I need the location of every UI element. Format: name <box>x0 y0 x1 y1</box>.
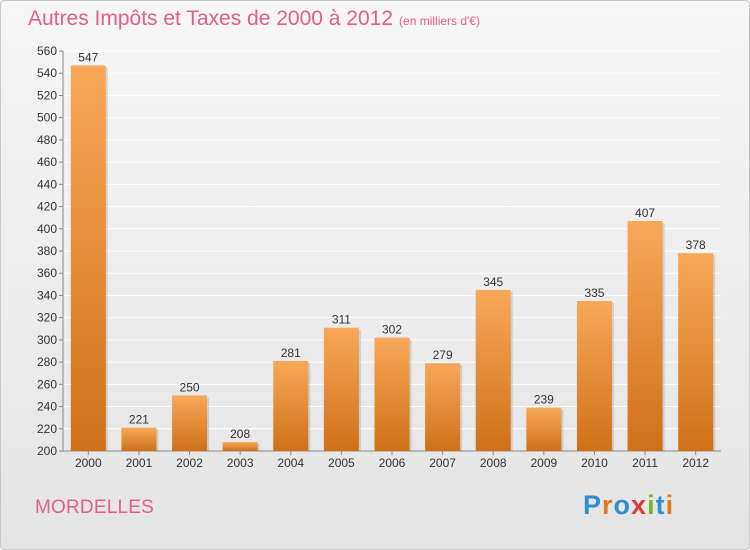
y-tick-label: 420 <box>37 200 57 214</box>
y-tick-label: 400 <box>37 222 57 236</box>
x-tick-label: 2007 <box>429 456 456 470</box>
x-tick-label: 2001 <box>126 456 153 470</box>
bar <box>475 289 511 451</box>
bar <box>273 361 309 451</box>
x-tick-label: 2004 <box>277 456 304 470</box>
logo-letter: P <box>583 490 603 520</box>
proxiti-logo: Proxiti <box>583 490 674 521</box>
x-tick-label: 2010 <box>581 456 608 470</box>
x-tick-label: 2005 <box>328 456 355 470</box>
y-tick-label: 380 <box>37 244 57 258</box>
chart-title-text: Autres Impôts et Taxes de 2000 à 2012 <box>28 7 394 30</box>
y-tick-label: 520 <box>37 88 57 102</box>
bar <box>70 65 106 451</box>
bar-value-label: 335 <box>584 286 604 300</box>
logo-letter: o <box>613 490 632 520</box>
y-tick-label: 540 <box>37 66 57 80</box>
bar-value-label: 221 <box>129 413 149 427</box>
y-tick-label: 320 <box>37 311 57 325</box>
y-tick-label: 500 <box>37 111 57 125</box>
logo-letter: i <box>665 490 675 520</box>
y-tick-label: 240 <box>37 400 57 414</box>
bar <box>121 427 157 451</box>
bar-value-label: 250 <box>180 380 200 394</box>
logo-letter: r <box>602 490 614 520</box>
bar-value-label: 345 <box>483 275 503 289</box>
y-tick-label: 280 <box>37 355 57 369</box>
logo-letter: x <box>631 490 648 520</box>
bar <box>374 337 410 451</box>
y-tick-label: 480 <box>37 133 57 147</box>
bar-value-label: 279 <box>433 348 453 362</box>
y-tick-label: 340 <box>37 288 57 302</box>
x-tick-label: 2012 <box>682 456 709 470</box>
x-tick-label: 2002 <box>176 456 203 470</box>
bar-value-label: 208 <box>230 427 250 441</box>
y-tick-label: 460 <box>37 155 57 169</box>
bar <box>627 221 663 451</box>
bar <box>526 407 562 451</box>
bar-value-label: 302 <box>382 323 402 337</box>
bar-value-label: 311 <box>332 313 351 327</box>
x-tick-label: 2000 <box>75 456 102 470</box>
x-tick-label: 2009 <box>530 456 557 470</box>
bar <box>576 301 612 451</box>
bar-value-label: 239 <box>534 393 554 407</box>
bar <box>678 253 714 451</box>
bar-value-label: 281 <box>281 346 301 360</box>
y-tick-label: 220 <box>37 422 57 436</box>
x-tick-label: 2011 <box>632 456 658 470</box>
commune-name: MORDELLES <box>35 497 155 518</box>
y-tick-label: 200 <box>37 444 57 458</box>
y-tick-label: 440 <box>37 177 57 191</box>
y-tick-label: 560 <box>37 44 57 58</box>
bar-value-label: 547 <box>78 50 98 64</box>
chart-title: Autres Impôts et Taxes de 2000 à 2012 (en… <box>28 7 480 31</box>
x-tick-label: 2003 <box>227 456 254 470</box>
y-tick-label: 260 <box>37 377 57 391</box>
bar-value-label: 378 <box>686 238 706 252</box>
logo-letter: i <box>647 490 656 520</box>
bar-value-label: 407 <box>635 206 655 220</box>
y-tick-label: 300 <box>37 333 57 347</box>
bar <box>222 442 258 451</box>
bar <box>425 363 461 451</box>
bar <box>323 327 359 451</box>
x-tick-label: 2008 <box>480 456 507 470</box>
logo-letter: t <box>655 490 666 520</box>
chart-unit: (en milliers d'€) <box>399 14 481 28</box>
bar <box>172 395 208 451</box>
x-tick-label: 2006 <box>379 456 406 470</box>
y-tick-label: 360 <box>37 266 57 280</box>
